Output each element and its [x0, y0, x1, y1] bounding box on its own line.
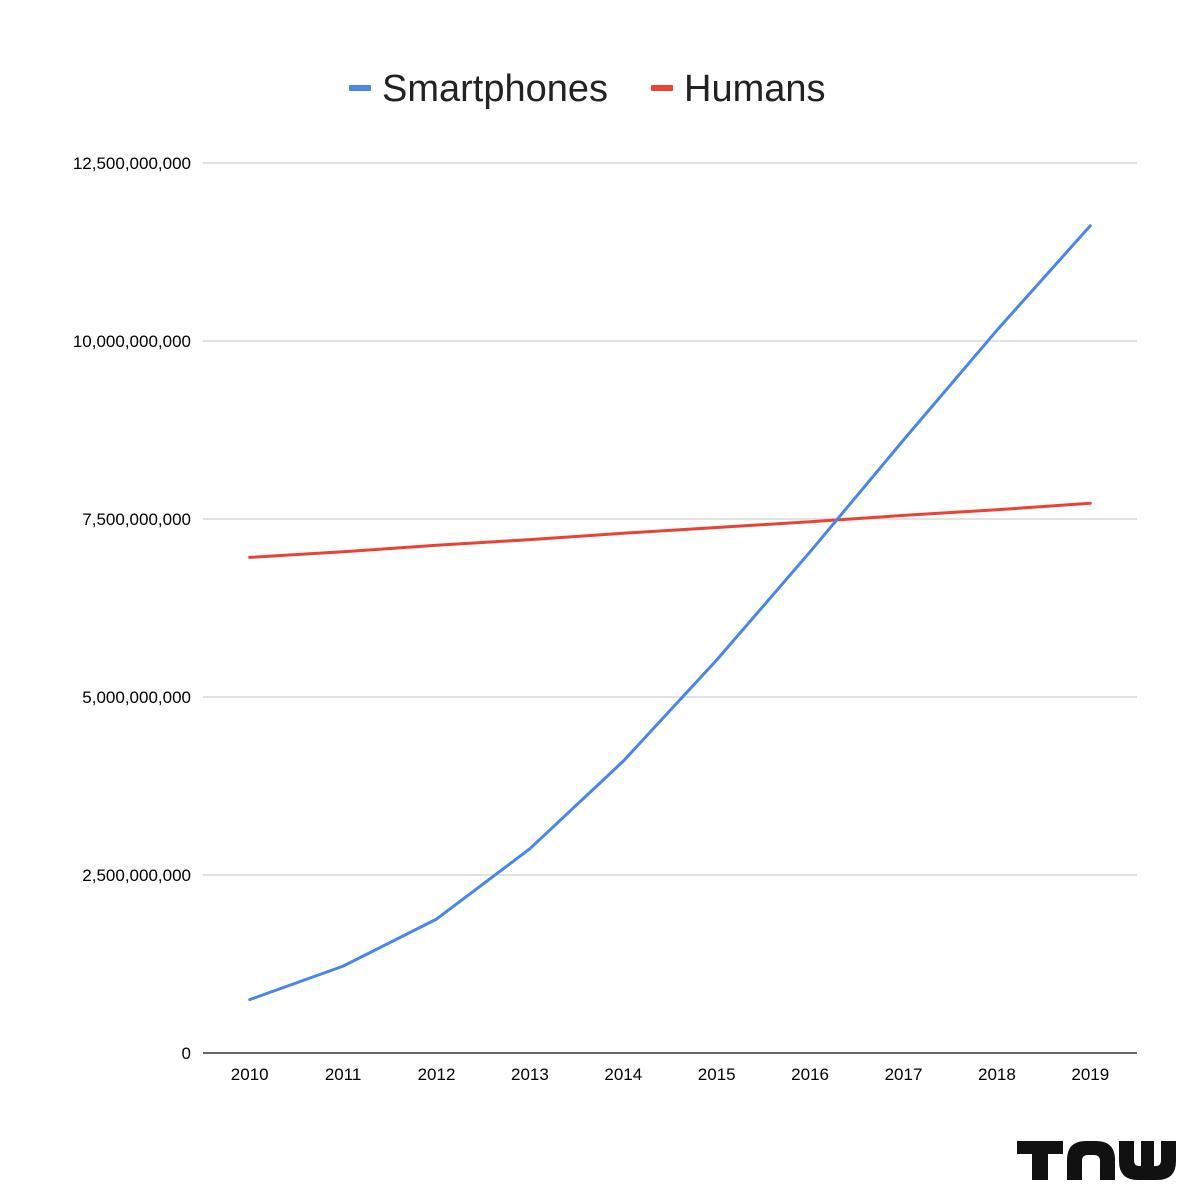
x-tick-label: 2019: [1071, 1065, 1109, 1084]
x-tick-label: 2016: [791, 1065, 829, 1084]
y-axis-ticks: 0 2,500,000,000 5,000,000,000 7,500,000,000…: [73, 154, 191, 1063]
x-tick-label: 2011: [325, 1065, 362, 1084]
x-tick-label: 2017: [885, 1065, 923, 1084]
y-tick-label: 10,000,000,000: [73, 332, 191, 351]
y-tick-label: 0: [182, 1044, 191, 1063]
chart-legend: Smartphones Humans: [349, 68, 826, 110]
x-tick-label: 2018: [978, 1065, 1016, 1084]
y-tick-label: 5,000,000,000: [82, 688, 191, 707]
x-tick-label: 2012: [418, 1065, 456, 1084]
y-tick-label: 2,500,000,000: [82, 866, 191, 885]
series-line-humans: [248, 501, 1092, 559]
tnw-logo-letter-w: [1119, 1141, 1176, 1180]
x-axis-ticks: 2010 2011 2012 2013 2014 2015 2016 2017 2018 2019: [231, 1065, 1109, 1084]
chart-gridlines: [203, 162, 1137, 876]
x-tick-label: 2014: [604, 1065, 642, 1084]
y-tick-label: 12,500,000,000: [73, 154, 191, 173]
tnw-logo-letter-n: [1067, 1141, 1115, 1180]
chart-series: [248, 224, 1092, 1002]
x-tick-label: 2015: [698, 1065, 736, 1084]
series-line-smartphones: [248, 224, 1092, 1002]
legend-swatch-smartphones: [349, 85, 371, 91]
x-tick-label: 2013: [511, 1065, 549, 1084]
tnw-logo: [1017, 1141, 1176, 1180]
x-tick-label: 2010: [231, 1065, 269, 1084]
y-tick-label: 7,500,000,000: [82, 510, 191, 529]
legend-label-humans: Humans: [684, 68, 826, 110]
legend-swatch-humans: [651, 85, 673, 91]
tnw-logo-letter-t: [1017, 1141, 1063, 1180]
legend-label-smartphones: Smartphones: [382, 68, 608, 110]
